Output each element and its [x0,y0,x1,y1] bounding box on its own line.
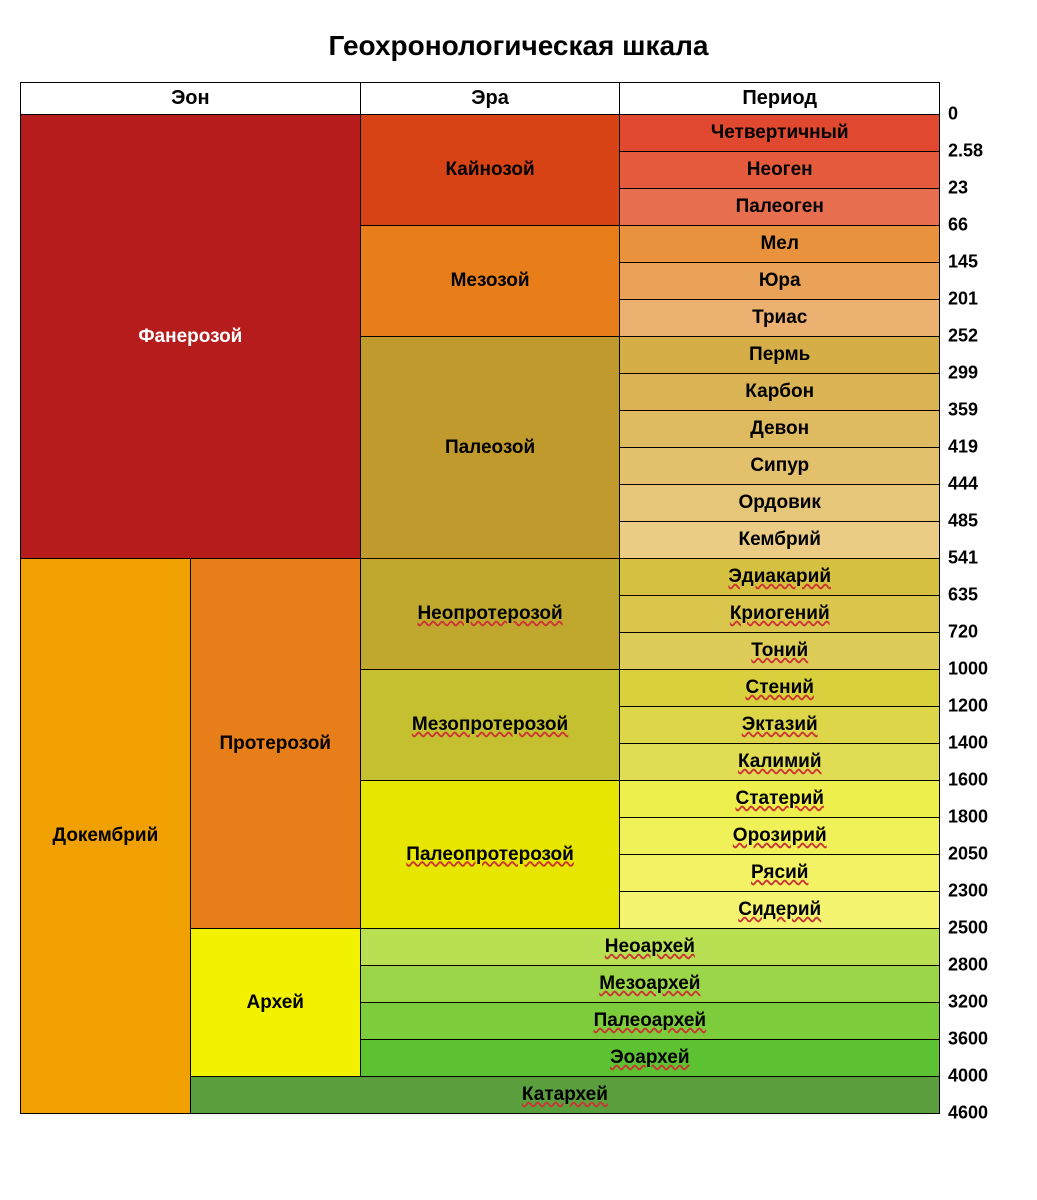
eon-cell: Протерозой [190,559,360,929]
period-cell: Карбон [620,374,940,411]
period-cell: Пермь [620,337,940,374]
timeline-tick: 485 [948,511,978,532]
eon-cell: Катархей [190,1077,939,1114]
timeline-tick: 3200 [948,992,988,1013]
period-cell: Четвертичный [620,115,940,152]
period-cell: Палеоген [620,189,940,226]
period-cell: Калимий [620,744,940,781]
period-cell: Мел [620,226,940,263]
timeline-tick: 1400 [948,733,988,754]
timeline-tick: 2300 [948,881,988,902]
timeline-tick: 145 [948,252,978,273]
timeline-tick: 720 [948,622,978,643]
period-cell: Орозирий [620,818,940,855]
period-cell: Криогений [620,596,940,633]
page-title: Геохронологическая шкала [20,30,1017,62]
timeline-tick: 23 [948,178,968,199]
era-cell: Мезозой [360,226,620,337]
period-cell: Эдиакарий [620,559,940,596]
period-cell: Девон [620,411,940,448]
period-cell: Неоген [620,152,940,189]
era-cell: Неоархей [360,929,939,966]
timeline-tick: 359 [948,400,978,421]
timeline-column: 0 2.58 23 66 145 201 252 299 359 419 444 485 541 635 7… [940,82,1010,1113]
timeline-tick: 0 [948,104,958,125]
timeline-tick: 252 [948,326,978,347]
period-cell: Триас [620,300,940,337]
timeline-tick: 4600 [948,1103,988,1124]
geo-scale-table: ЭонЭраПериод ФанерозойКайнозойЧетвертичны… [20,82,940,1114]
timeline-tick: 635 [948,585,978,606]
era-cell: Палеоархей [360,1003,939,1040]
supereon-cell: Докембрий [21,559,191,1114]
timeline-tick: 419 [948,437,978,458]
era-cell: Мезоархей [360,966,939,1003]
era-cell: Палеозой [360,337,620,559]
timeline-tick: 2800 [948,955,988,976]
header-eon: Эон [21,83,361,115]
era-cell: Палеопротерозой [360,781,620,929]
timeline-tick: 2050 [948,844,988,865]
timeline-tick: 1600 [948,770,988,791]
timeline-tick: 1000 [948,659,988,680]
era-cell: Неопротерозой [360,559,620,670]
timeline-tick: 2500 [948,918,988,939]
period-cell: Рясий [620,855,940,892]
era-cell: Кайнозой [360,115,620,226]
period-cell: Сипур [620,448,940,485]
period-cell: Стений [620,670,940,707]
eon-cell: Архей [190,929,360,1077]
timeline-tick: 2.58 [948,141,983,162]
period-cell: Юра [620,263,940,300]
era-cell: Эоархей [360,1040,939,1077]
timeline-tick: 3600 [948,1029,988,1050]
timeline-tick: 1200 [948,696,988,717]
header-period: Период [620,83,940,115]
period-cell: Тоний [620,633,940,670]
timeline-tick: 444 [948,474,978,495]
timeline-tick: 4000 [948,1066,988,1087]
timeline-tick: 66 [948,215,968,236]
timeline-tick: 299 [948,363,978,384]
period-cell: Сидерий [620,892,940,929]
period-cell: Ордовик [620,485,940,522]
period-cell: Кембрий [620,522,940,559]
timeline-tick: 541 [948,548,978,569]
period-cell: Статерий [620,781,940,818]
period-cell: Эктазий [620,707,940,744]
timeline-tick: 201 [948,289,978,310]
era-cell: Мезопротерозой [360,670,620,781]
supereon-cell: Фанерозой [21,115,361,559]
timeline-tick: 1800 [948,807,988,828]
header-era: Эра [360,83,620,115]
